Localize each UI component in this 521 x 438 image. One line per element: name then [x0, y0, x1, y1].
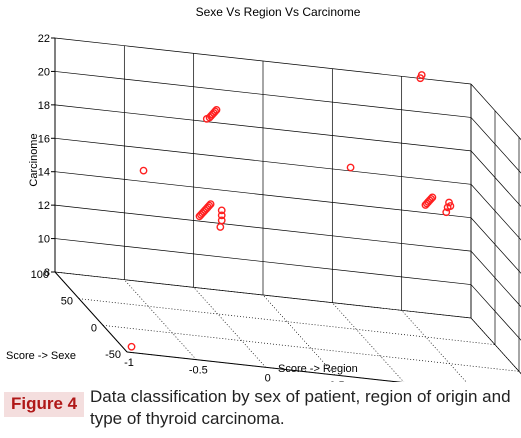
data-point [216, 223, 225, 231]
grid-line [54, 71, 472, 118]
data-points [127, 71, 455, 351]
grid-line [54, 171, 472, 219]
y-axis-line [54, 271, 128, 353]
z-tick-label: 22 [38, 33, 50, 45]
data-point [127, 342, 136, 351]
chart-title: Sexe Vs Region Vs Carcinome [196, 5, 361, 19]
data-point [217, 216, 226, 225]
axis-layer [54, 38, 403, 382]
grid-line [54, 238, 472, 285]
chart-3d-scatter: Sexe Vs Region Vs Carcinome 8 10 12 14 16 18 2… [6, 5, 521, 382]
grid-line [54, 37, 472, 85]
grid-line [102, 324, 520, 372]
grid-line [193, 287, 266, 368]
z-axis-label: Carcinome [28, 133, 40, 186]
data-point [442, 208, 451, 217]
grid-line [470, 184, 521, 241]
z-tick-label: 16 [38, 133, 50, 145]
data-point [417, 71, 426, 79]
grid-line [54, 204, 472, 252]
grid-line [470, 250, 521, 308]
grid-line [54, 271, 472, 319]
z-tick-label: 14 [38, 167, 50, 179]
data-point [205, 201, 214, 210]
x-tick-label: -1 [124, 357, 134, 369]
figure-label: Figure 4 [4, 392, 85, 417]
data-point [212, 106, 221, 114]
z-tick-label: 12 [38, 200, 50, 212]
data-point [446, 202, 455, 210]
grid-line [470, 150, 521, 207]
data-point [139, 166, 148, 175]
data-point [427, 194, 435, 203]
z-tick-label: 18 [38, 100, 50, 112]
grid-line [54, 104, 472, 152]
data-point [346, 163, 355, 172]
y-tick-label: -50 [105, 349, 121, 361]
grid-line [78, 298, 496, 346]
figure-caption: Figure 4 Data classification by sex of p… [0, 382, 521, 438]
grid-line [470, 317, 521, 375]
grid-line [401, 310, 467, 382]
y-tick-label: 100 [31, 269, 49, 281]
data-point [217, 206, 226, 215]
y-tick-label: 50 [61, 296, 73, 308]
grid-layer [54, 37, 521, 382]
z-tick-label: 8 [44, 267, 50, 279]
x-tick-label: -0.5 [189, 365, 208, 377]
x-axis-label: Score -> Region [278, 363, 358, 375]
y-axis-label: Score -> Sexe [6, 350, 76, 362]
grid-line [470, 217, 521, 274]
x-axis-line [126, 351, 403, 382]
y-tick-label: 0 [91, 322, 97, 334]
grid-line [470, 284, 521, 341]
data-point [428, 193, 437, 202]
grid-line [470, 317, 521, 375]
z-tick-label: 20 [38, 66, 50, 78]
data-point [217, 211, 226, 220]
grid-line [470, 83, 521, 141]
grid-line [54, 137, 472, 185]
grid-line [470, 117, 521, 174]
figure-caption-text: Data classification by sex of patient, r… [90, 387, 511, 428]
x-tick-label: 0 [265, 372, 271, 382]
data-point [206, 200, 215, 209]
z-tick-label: 10 [38, 234, 50, 246]
data-point [211, 107, 220, 116]
x-tick-label: 0.5 [329, 380, 344, 382]
data-point [445, 198, 453, 207]
